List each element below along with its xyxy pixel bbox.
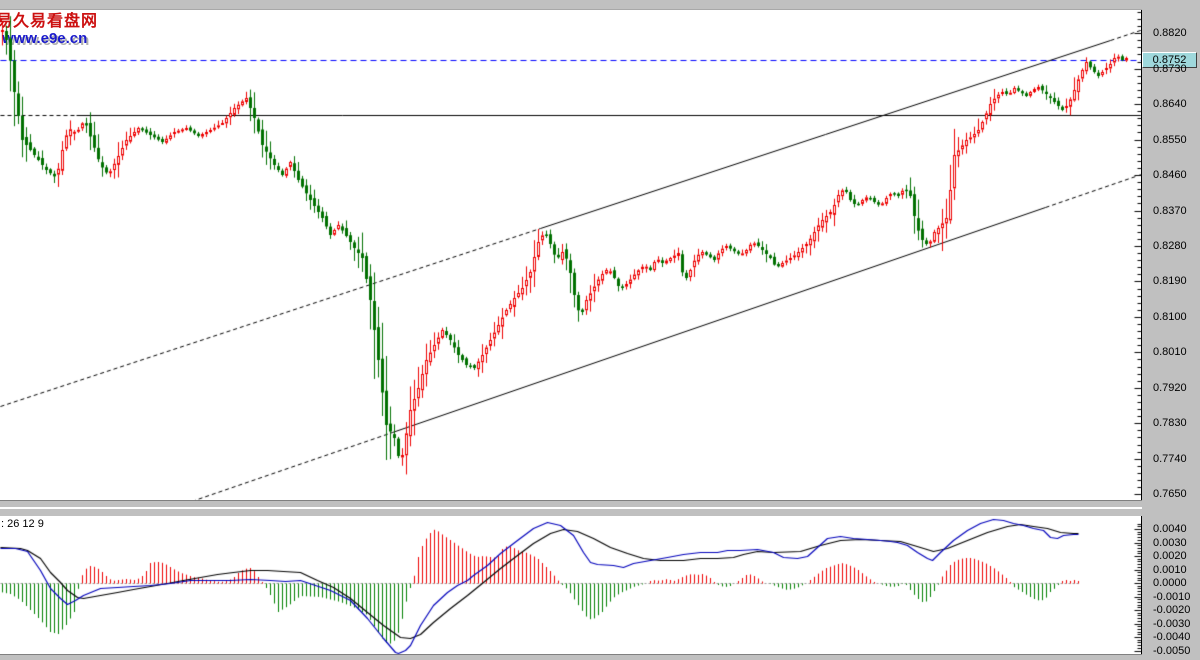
main-axis-border-line xyxy=(1141,10,1142,500)
price-axis-tick-label: 0.8190 xyxy=(1153,275,1187,288)
macd-axis-tick-label: 0.0030 xyxy=(1153,536,1187,549)
price-axis-tick-label: 0.8280 xyxy=(1153,239,1187,252)
price-axis-tick-label: 0.8730 xyxy=(1153,62,1187,75)
macd-axis-tick-label: 0.0000 xyxy=(1153,577,1187,589)
macd-axis-tick-label: -0.0010 xyxy=(1153,590,1191,603)
price-axis-tick-label: 0.8640 xyxy=(1153,98,1187,111)
price-axis-tick-label: 0.8550 xyxy=(1153,133,1187,146)
price-axis-tick-label: 0.8460 xyxy=(1153,169,1187,182)
macd-axis-tick-label: -0.0030 xyxy=(1153,617,1191,630)
current-price-tag: 0.8752 xyxy=(1142,52,1197,68)
macd-axis-tick-label: -0.0050 xyxy=(1153,644,1191,657)
price-axis-tick-label: 0.7650 xyxy=(1153,488,1187,501)
macd-axis-tick-label: 0.0010 xyxy=(1153,563,1187,576)
price-axis-tick-label: 0.8100 xyxy=(1153,310,1187,323)
price-axis-tick-label: 0.8820 xyxy=(1153,27,1187,40)
macd-axis-tick-label: -0.0020 xyxy=(1153,604,1191,616)
lower-axis-border-line xyxy=(1141,516,1142,654)
price-axis-tick-label: 0.8010 xyxy=(1153,346,1187,359)
price-axis-tick-label: 0.7740 xyxy=(1153,452,1187,465)
macd-parameters-label: : 26 12 9 xyxy=(1,518,44,530)
price-axis-tick-label: 0.8370 xyxy=(1153,204,1187,217)
macd-axis-tick-label: -0.0040 xyxy=(1153,631,1191,643)
macd-axis-tick-label: 0.0020 xyxy=(1153,550,1187,562)
price-axis-tick-label: 0.7830 xyxy=(1153,417,1187,430)
price-axis-tick-label: 0.7920 xyxy=(1153,381,1187,394)
price-axis-column[interactable]: 0.8752 0.8820 0.8730 0.8640 0.8550 0.8460 0.8… xyxy=(1142,0,1200,660)
macd-axis-tick-label: 0.0040 xyxy=(1153,523,1187,535)
